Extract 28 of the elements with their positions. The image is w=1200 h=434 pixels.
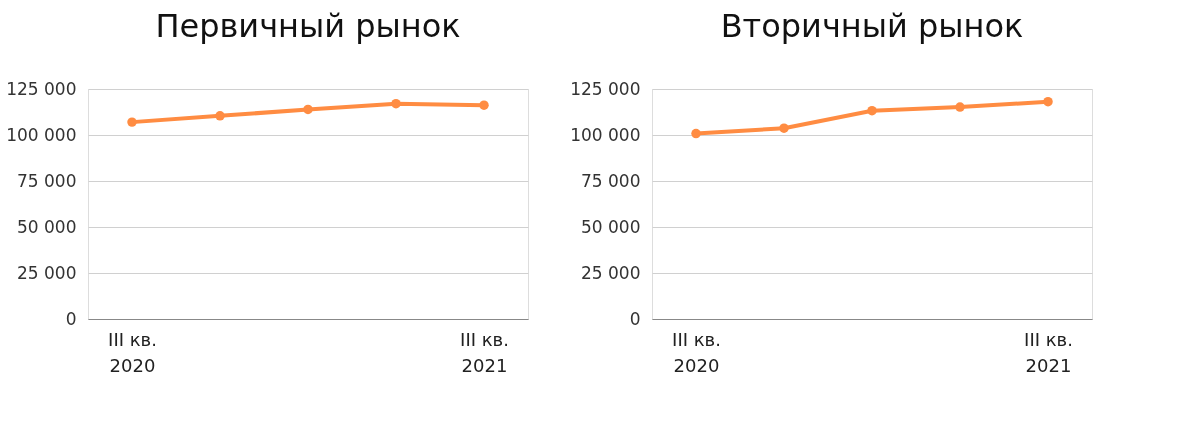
y-tick-label: 125 000 [570,78,641,99]
y-tick-label: 125 000 [6,78,77,99]
y-tick-label: 75 000 [17,170,77,191]
y-tick-label: 100 000 [570,124,641,145]
y-tick-label: 75 000 [581,170,641,191]
chart-title: Первичный рынок [155,7,461,45]
point [779,123,789,133]
point [955,102,965,112]
x-tick-label: III кв. 2020 [108,328,157,376]
y-tick-label: 0 [629,308,641,329]
y-tick-label: 0 [65,308,77,329]
y-tick-label: 50 000 [581,216,641,237]
y-tick-label: 25 000 [17,262,77,283]
x-tick-label: III кв. 2021 [460,328,509,376]
y-tick-label: 100 000 [6,124,77,145]
point [691,128,701,139]
point [127,117,137,127]
point [215,111,225,121]
chart-title: Вторичный рынок [720,7,1024,45]
point [391,98,401,109]
y-tick-label: 50 000 [17,216,77,237]
y-tick-label: 25 000 [581,262,641,283]
point [479,100,489,110]
point [867,105,877,116]
x-tick-label: III кв. 2020 [672,328,721,376]
point [303,104,313,115]
point [1043,96,1053,107]
x-tick-label: III кв. 2021 [1024,328,1073,376]
